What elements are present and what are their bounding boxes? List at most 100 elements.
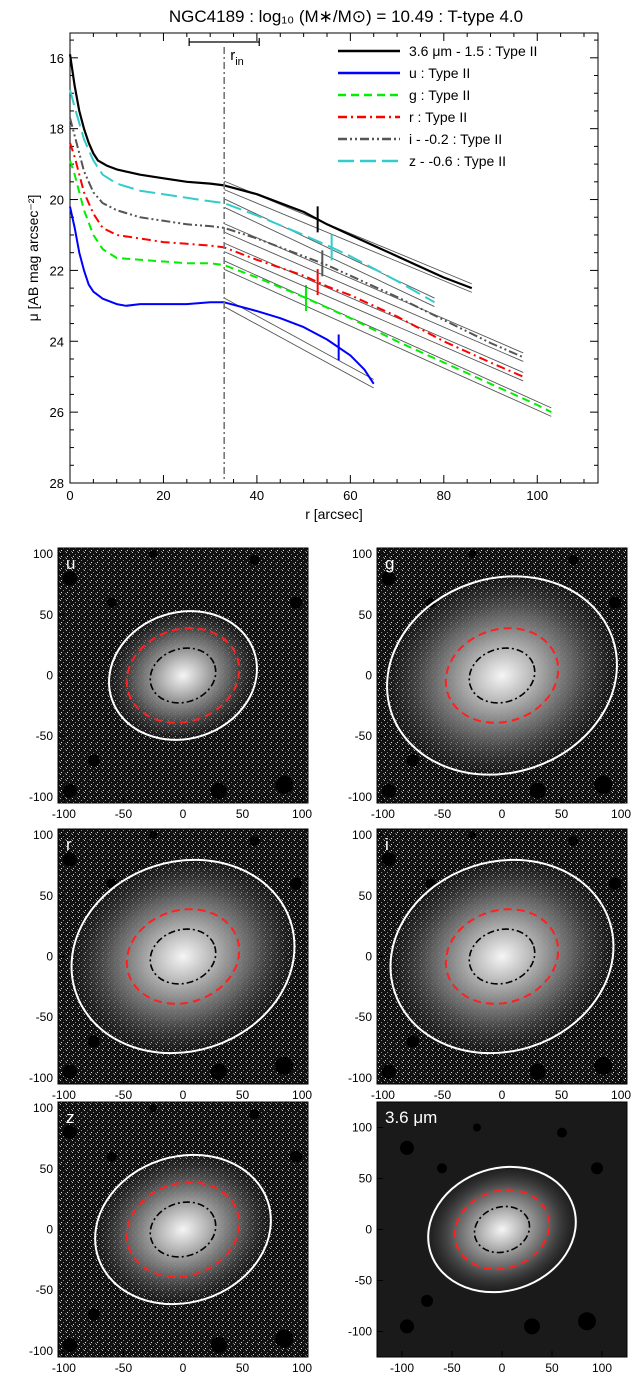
masked-source bbox=[210, 782, 227, 799]
legend-entry: u : Type II bbox=[409, 65, 470, 81]
masked-source bbox=[62, 1064, 77, 1079]
masked-source bbox=[381, 571, 396, 586]
break-ellipse bbox=[444, 908, 560, 1005]
panel-y-tick-label: -100 bbox=[348, 1071, 372, 1085]
panel-y-tick-label: 0 bbox=[46, 950, 53, 964]
panel-y-tick-label: 0 bbox=[365, 950, 372, 964]
legend-entry: i - -0.2 : Type II bbox=[409, 131, 502, 147]
x-tick-label: 20 bbox=[156, 488, 170, 503]
panel-y-tick-label: 50 bbox=[359, 889, 373, 903]
panel-x-tick-label: -100 bbox=[52, 1361, 76, 1375]
panel-x-tick-label: 50 bbox=[555, 1088, 569, 1102]
panel-x-tick-label: -100 bbox=[390, 1361, 414, 1375]
panel-x-tick-label: 0 bbox=[180, 807, 187, 821]
panel-y-tick-label: -50 bbox=[355, 729, 373, 743]
fit-line bbox=[224, 189, 473, 293]
panel-x-tick-label: 0 bbox=[499, 807, 506, 821]
image-panel: z -100 -50 0 50 100 100 50 0 -50 -100 bbox=[29, 1101, 312, 1375]
x-tick-label: 60 bbox=[343, 488, 357, 503]
series-line bbox=[69, 117, 524, 359]
panel-y-tick-label: 0 bbox=[365, 1223, 372, 1237]
masked-source bbox=[249, 555, 260, 566]
panel-x-tick-label: 50 bbox=[545, 1361, 559, 1375]
y-tick-label: 16 bbox=[50, 51, 64, 66]
panel-x-tick-label: 100 bbox=[611, 1088, 631, 1102]
masked-source bbox=[290, 877, 303, 890]
y-tick-label: 18 bbox=[50, 122, 64, 137]
image-panel: g -100 -50 0 50 100 100 50 0 -50 -100 bbox=[348, 547, 631, 821]
panel-x-tick-label: 0 bbox=[499, 1088, 506, 1102]
panel-y-tick-label: 100 bbox=[352, 1121, 372, 1135]
panel-x-tick-label: 100 bbox=[292, 1088, 312, 1102]
inner-ellipse bbox=[468, 647, 536, 704]
masked-source bbox=[568, 836, 579, 847]
break-ellipse bbox=[125, 908, 241, 1005]
break-ellipse bbox=[444, 627, 560, 724]
axis-ticks: 0 20 40 60 80 100 16 18 20 22 24 26 28 bbox=[50, 33, 598, 503]
break-ellipse bbox=[453, 1188, 551, 1271]
panel-background bbox=[377, 548, 627, 803]
panel-x-tick-label: 50 bbox=[236, 1088, 250, 1102]
fit-line bbox=[224, 242, 524, 373]
masked-source bbox=[425, 597, 436, 608]
image-panel: r -100 -50 0 50 100 100 50 0 -50 -100 bbox=[29, 828, 312, 1102]
panel-y-tick-label: 100 bbox=[33, 828, 53, 842]
panel-x-tick-label: 100 bbox=[611, 807, 631, 821]
y-tick-label: 26 bbox=[50, 405, 64, 420]
panel-x-tick-label: 0 bbox=[180, 1088, 187, 1102]
series-line bbox=[69, 160, 552, 413]
panel-band-label: i bbox=[385, 835, 389, 854]
fit-line bbox=[224, 231, 524, 362]
image-panel: 3.6 μm -100 -50 0 50 100 100 50 0 -50 -100 bbox=[348, 1101, 628, 1375]
galaxy-glow bbox=[90, 1151, 276, 1308]
fit-line bbox=[224, 260, 552, 409]
galaxy-glow bbox=[424, 1163, 580, 1296]
panel-x-tick-label: 100 bbox=[292, 1361, 312, 1375]
panel-y-tick-label: -50 bbox=[355, 1274, 373, 1288]
x-tick-label: 0 bbox=[66, 488, 73, 503]
panel-y-tick-label: 100 bbox=[33, 1101, 53, 1115]
panel-frame bbox=[57, 1101, 309, 1358]
y-tick-label: 28 bbox=[50, 476, 64, 491]
masked-source bbox=[557, 1127, 567, 1138]
panel-y-tick-label: 0 bbox=[46, 669, 53, 683]
panel-frame bbox=[57, 828, 309, 1085]
panel-x-tick-label: -50 bbox=[115, 807, 133, 821]
galaxy-glow bbox=[381, 571, 623, 780]
outer-ellipse bbox=[70, 858, 296, 1055]
masked-source bbox=[609, 596, 622, 609]
panel-y-tick-label: -100 bbox=[29, 790, 53, 804]
outer-ellipse bbox=[94, 1153, 272, 1306]
panel-x-tick-label: 50 bbox=[555, 807, 569, 821]
masked-source bbox=[249, 836, 260, 847]
masked-source bbox=[529, 1063, 546, 1080]
legend-entry: 3.6 μm - 1.5 : Type II bbox=[409, 43, 537, 59]
panel-y-tick-label: 100 bbox=[352, 828, 372, 842]
inner-ellipse bbox=[149, 1201, 217, 1258]
y-tick-label: 22 bbox=[50, 263, 64, 278]
rin-marker: rin bbox=[188, 38, 260, 483]
panel-y-tick-label: -50 bbox=[36, 729, 54, 743]
galaxy-glow bbox=[65, 855, 301, 1058]
panel-background bbox=[58, 1102, 308, 1357]
inner-ellipse bbox=[468, 928, 536, 985]
chart-title: NGC4189 : log₁₀ (M∗/M⊙) = 10.49 : T-type… bbox=[169, 7, 523, 26]
inner-ellipse bbox=[149, 928, 217, 985]
masked-source bbox=[421, 1294, 433, 1307]
panel-x-tick-label: 50 bbox=[236, 807, 250, 821]
panel-x-tick-label: 100 bbox=[592, 1361, 612, 1375]
panel-y-tick-label: -50 bbox=[355, 1010, 373, 1024]
masked-source bbox=[62, 571, 77, 586]
masked-source bbox=[149, 1104, 158, 1113]
panel-frame bbox=[376, 547, 628, 804]
panel-y-tick-label: 50 bbox=[40, 1162, 54, 1176]
masked-source bbox=[290, 596, 303, 609]
panel-x-tick-label: -100 bbox=[371, 807, 395, 821]
masked-source bbox=[275, 775, 294, 794]
panel-y-tick-label: -50 bbox=[36, 1283, 54, 1297]
masked-source bbox=[210, 1336, 227, 1353]
masked-source bbox=[249, 1109, 260, 1120]
galaxy-glow bbox=[384, 855, 620, 1058]
masked-source bbox=[437, 1163, 447, 1174]
masked-source bbox=[529, 782, 546, 799]
